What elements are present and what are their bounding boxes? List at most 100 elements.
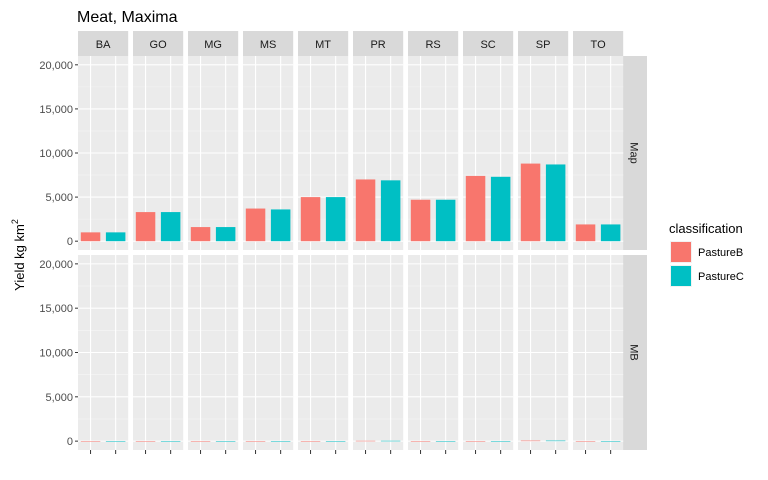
y-axis: 0 5,000 10,000 15,000 20,000 0 5,000 10,000 15,0…	[39, 60, 612, 454]
y-tick-label: 20,000	[39, 60, 73, 72]
bar-pastureb-map-sc	[465, 175, 486, 242]
bar-pasturec-map-go	[160, 212, 181, 242]
panel-mb-rs	[408, 255, 459, 450]
y-tick-label: 15,000	[39, 303, 73, 315]
bar-pasturec-map-sc	[490, 176, 511, 242]
strip-sp	[518, 31, 569, 56]
strip-ba	[78, 31, 129, 56]
y-tick-label: 5,000	[45, 392, 73, 404]
legend-key-pastureb	[671, 242, 691, 262]
y-tick-label: 15,000	[39, 104, 73, 116]
strip-to	[573, 31, 624, 56]
panel-map-sp	[518, 56, 569, 250]
panel-mb-ms	[243, 255, 294, 450]
bar-pastureb-mb-ms	[245, 441, 266, 442]
y-tick-label: 20,000	[39, 259, 73, 271]
bar-pastureb-map-to	[575, 224, 596, 242]
bar-pastureb-map-sp	[520, 163, 541, 242]
bar-pasturec-mb-sp	[545, 440, 566, 442]
legend: classification PastureB PastureC	[669, 221, 744, 287]
panel-map-go	[133, 56, 184, 250]
bar-pastureb-mb-to	[575, 441, 596, 442]
bar-pastureb-mb-sc	[465, 441, 486, 442]
y-axis-title: Yield kg km2	[10, 219, 27, 291]
bar-pastureb-mb-pr	[355, 440, 376, 442]
bar-pastureb-mb-go	[135, 441, 156, 442]
panel-mb-ba	[78, 255, 129, 450]
bar-pasturec-mb-to	[600, 441, 621, 442]
bar-pastureb-mb-mg	[190, 441, 211, 442]
panel-mb-go	[133, 255, 184, 450]
bar-pasturec-map-mg	[215, 227, 236, 242]
bar-pasturec-map-to	[600, 224, 621, 242]
bar-pasturec-map-sp	[545, 164, 566, 242]
strip-row-label-map: Map	[628, 142, 640, 163]
bar-pasturec-map-rs	[435, 199, 456, 242]
legend-key-pasturec	[671, 266, 691, 286]
bar-pasturec-mb-ba	[105, 441, 126, 442]
bar-pastureb-map-ba	[80, 232, 101, 242]
panel-map-ba	[78, 56, 129, 250]
bar-pasturec-mb-sc	[490, 441, 511, 442]
strip-label-go: GO	[150, 39, 168, 51]
panel-mb-sp	[518, 255, 569, 450]
panel-mb-mg	[188, 255, 239, 450]
panel-map-to	[573, 56, 624, 250]
y-axis-title-text: Yield kg km	[12, 224, 27, 291]
strip-rs	[408, 31, 459, 56]
strip-label-mg: MG	[204, 39, 222, 51]
strip-row-map	[622, 56, 647, 250]
panel-map-rs	[408, 56, 459, 250]
bar-pastureb-mb-ba	[80, 441, 101, 442]
legend-label-pasturec: PastureC	[698, 271, 744, 283]
y-tick-label: 10,000	[39, 148, 73, 160]
panel-mb-to	[573, 255, 624, 450]
strip-label-ms: MS	[260, 39, 277, 51]
y-axis-title-superscript: 2	[10, 219, 20, 224]
strip-row-mb	[622, 255, 647, 450]
panel-map-sc	[463, 56, 514, 250]
y-tick-label: 0	[67, 236, 73, 248]
strip-mt	[298, 31, 349, 56]
strip-ms	[243, 31, 294, 56]
bar-pasturec-mb-ms	[270, 441, 291, 442]
panel-mb-sc	[463, 255, 514, 450]
strip-row-label-mb: MB	[628, 344, 640, 361]
bar-pasturec-mb-mt	[325, 441, 346, 442]
bar-pastureb-mb-rs	[410, 441, 431, 442]
bar-pasturec-mb-rs	[435, 441, 456, 442]
strip-label-sc: SC	[480, 39, 495, 51]
bar-pasturec-map-pr	[380, 180, 401, 242]
panel-map-mg	[188, 56, 239, 250]
strip-label-rs: RS	[425, 39, 440, 51]
chart-title: Meat, Maxima	[77, 9, 178, 26]
bar-pastureb-map-ms	[245, 208, 266, 242]
panel-map-ms	[243, 56, 294, 250]
panel-mb-mt	[298, 255, 349, 450]
strip-label-pr: PR	[370, 39, 385, 51]
strip-sc	[463, 31, 514, 56]
strip-label-sp: SP	[536, 39, 551, 51]
y-tick-label: 0	[67, 436, 73, 448]
legend-label-pastureb: PastureB	[698, 247, 743, 259]
bar-pastureb-mb-sp	[520, 440, 541, 442]
legend-title: classification	[669, 221, 743, 236]
bar-pasturec-mb-go	[160, 441, 181, 442]
strip-label-to: TO	[591, 39, 607, 51]
bar-pasturec-mb-mg	[215, 441, 236, 442]
strip-label-mt: MT	[315, 39, 331, 51]
bar-pasturec-map-ba	[105, 232, 126, 242]
strip-label-ba: BA	[96, 39, 111, 51]
strip-mg	[188, 31, 239, 56]
strip-go	[133, 31, 184, 56]
y-tick-label: 10,000	[39, 348, 73, 360]
bar-pasturec-mb-pr	[380, 440, 401, 442]
facet-panels: BA GO MG MS MT PR RS SC SP TO Map MB	[78, 31, 647, 450]
bar-pastureb-map-rs	[410, 199, 431, 242]
y-tick-label: 5,000	[45, 192, 73, 204]
strip-pr	[353, 31, 404, 56]
panel-map-pr	[353, 56, 404, 250]
bar-pastureb-map-pr	[355, 179, 376, 242]
bar-pastureb-map-go	[135, 212, 156, 242]
